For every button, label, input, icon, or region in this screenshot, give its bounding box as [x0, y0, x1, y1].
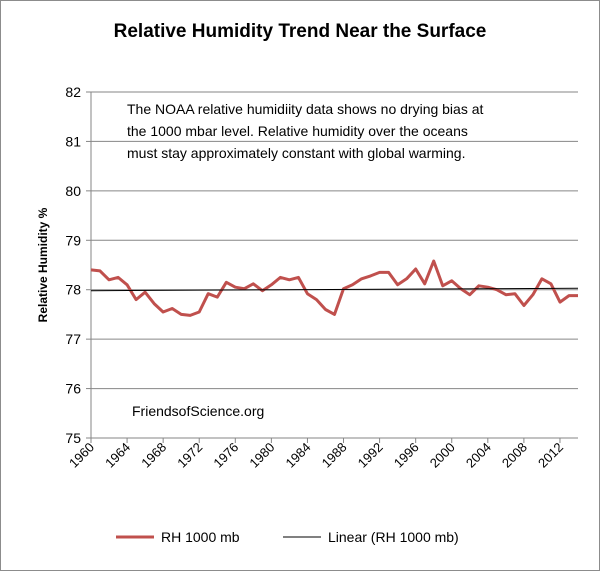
annotation-line-3: must stay approximately constant with gl…	[127, 145, 465, 161]
x-tick-label-1964: 1964	[102, 440, 133, 471]
y-tick-label-75: 75	[65, 430, 81, 446]
legend-label-linear: Linear (RH 1000 mb)	[328, 529, 459, 545]
series-line-rh-1000mb	[90, 259, 578, 317]
x-tick-label-1988: 1988	[319, 440, 350, 471]
series-line-linear-trend	[90, 287, 579, 292]
series-layer	[90, 259, 579, 317]
x-tick-label-1992: 1992	[355, 440, 386, 471]
x-tick-label-1972: 1972	[174, 440, 205, 471]
y-axis-label: Relative Humidity %	[36, 207, 50, 322]
y-tick-label-80: 80	[65, 183, 81, 199]
y-tick-label-77: 77	[65, 331, 81, 347]
annotation-line-2: the 1000 mbar level. Relative humidity o…	[127, 123, 468, 139]
chart-title: Relative Humidity Trend Near the Surface	[114, 21, 487, 42]
y-tick-labels: 75 76 77 78 79 80 81 82	[65, 84, 91, 446]
x-tick-label-1968: 1968	[138, 440, 169, 471]
annotation-line-1: The NOAA relative humidiity data shows n…	[127, 101, 484, 117]
x-tick-label-1980: 1980	[246, 440, 277, 471]
x-tick-label-2000: 2000	[427, 440, 458, 471]
x-tick-label-2008: 2008	[499, 440, 530, 471]
y-tick-label-76: 76	[65, 381, 81, 397]
x-tick-label-2012: 2012	[535, 440, 566, 471]
x-tick-label-1984: 1984	[283, 440, 314, 471]
y-tick-label-82: 82	[65, 84, 81, 100]
legend-label-rh: RH 1000 mb	[161, 529, 240, 545]
y-tick-label-78: 78	[65, 282, 81, 298]
annotation-text: The NOAA relative humidiity data shows n…	[127, 101, 484, 161]
x-tick-label-2004: 2004	[463, 440, 494, 471]
legend: RH 1000 mb Linear (RH 1000 mb)	[116, 529, 459, 545]
watermark: FriendsofScience.org	[132, 403, 264, 419]
x-tick-label-1976: 1976	[210, 440, 241, 471]
y-tick-label-79: 79	[65, 232, 81, 248]
y-tick-label-81: 81	[65, 133, 81, 149]
x-tick-label-1996: 1996	[391, 440, 422, 471]
x-tick-labels: 1960 1964 1968 1972 1976 1980 1984 1988 1992 1996…	[66, 438, 566, 471]
